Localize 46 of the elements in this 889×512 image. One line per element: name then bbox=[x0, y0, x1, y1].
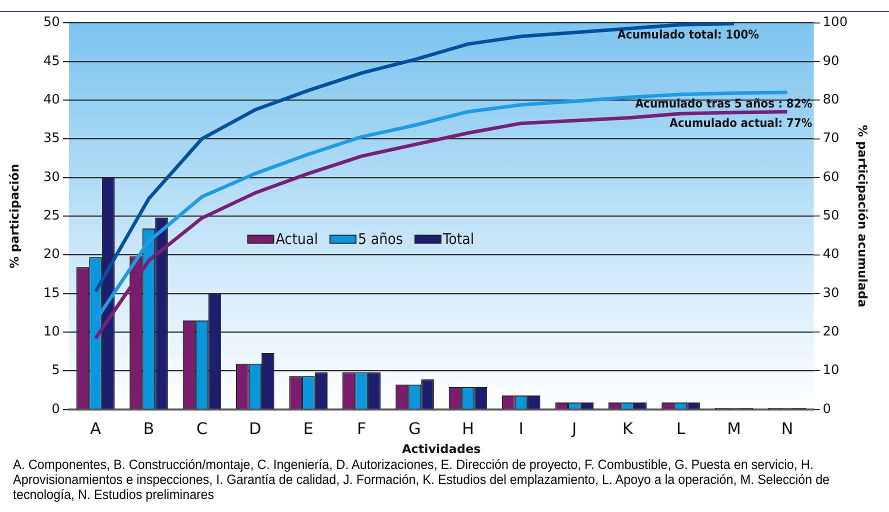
x-tick-label: G bbox=[408, 419, 421, 438]
y2-tick-label: 90 bbox=[822, 54, 840, 69]
y2-tick-label: 70 bbox=[822, 131, 840, 146]
y2-tick-label: 20 bbox=[822, 324, 840, 340]
y2-tick-label: 80 bbox=[822, 92, 840, 108]
annotation: Acumulado total: 100% bbox=[618, 28, 760, 42]
y2-tick-label: 100 bbox=[822, 15, 848, 30]
legend-label: Total bbox=[442, 230, 474, 248]
y-tick-label: 15 bbox=[43, 286, 60, 301]
y2-tick-label: 10 bbox=[822, 363, 840, 378]
x-tick-label: K bbox=[622, 419, 634, 438]
y-tick-label: 10 bbox=[43, 324, 60, 340]
x-tick-label: A bbox=[90, 419, 102, 438]
x-tick-label: J bbox=[571, 419, 577, 438]
y-tick-label: 25 bbox=[43, 208, 60, 224]
y2-tick-label: 0 bbox=[822, 402, 832, 417]
y-axis-title: % participación bbox=[7, 164, 22, 268]
y-tick-label: 30 bbox=[43, 170, 60, 185]
legend-label: 5 años bbox=[358, 230, 403, 248]
x-tick-label: E bbox=[303, 419, 314, 438]
x-tick-label: F bbox=[356, 419, 366, 438]
y-tick-label: 35 bbox=[43, 131, 60, 146]
x-tick-label: C bbox=[196, 419, 208, 438]
y-tick-label: 20 bbox=[43, 247, 60, 262]
y2-tick-label: 60 bbox=[822, 170, 840, 185]
x-tick-label: I bbox=[518, 419, 524, 438]
y2-tick-label: 30 bbox=[822, 286, 840, 301]
annotation: Acumulado tras 5 años : 82% bbox=[635, 96, 812, 111]
x-axis-title: Actividades bbox=[402, 442, 481, 456]
x-tick-label: H bbox=[462, 419, 474, 438]
y-tick-label: 45 bbox=[43, 54, 60, 69]
text: A. Componentes, B. Construcción/montaje, C. Ingeniería, D. Autorizaciones, E. Dirección de proyecto, F. Combustible, G. Puesta en servicio, H. Aprovisionamientos e inspecciones, I. Garantía de calidad, J. Formación, K. Estudios del emplazamiento, L. Apoyo a la operación, M. Selección de tecnología, N. Estudios preliminares bbox=[13, 457, 831, 502]
y2-axis-title: % participación acumulada bbox=[856, 124, 870, 308]
x-tick-label: M bbox=[727, 419, 741, 438]
x-tick-label: B bbox=[143, 419, 154, 438]
y2-tick-label: 40 bbox=[822, 247, 840, 262]
y-tick-label: 0 bbox=[52, 402, 60, 417]
x-tick-label: N bbox=[781, 419, 794, 438]
x-tick-label: L bbox=[676, 419, 686, 438]
y-tick-label: 50 bbox=[43, 15, 60, 30]
y2-tick-label: 50 bbox=[822, 208, 840, 224]
y-tick-label: 40 bbox=[43, 92, 60, 108]
y-tick-label: 5 bbox=[52, 363, 60, 378]
annotation: Acumulado actual: 77% bbox=[670, 116, 812, 130]
x-tick-label: D bbox=[248, 419, 262, 438]
legend-label: Actual bbox=[276, 230, 318, 248]
